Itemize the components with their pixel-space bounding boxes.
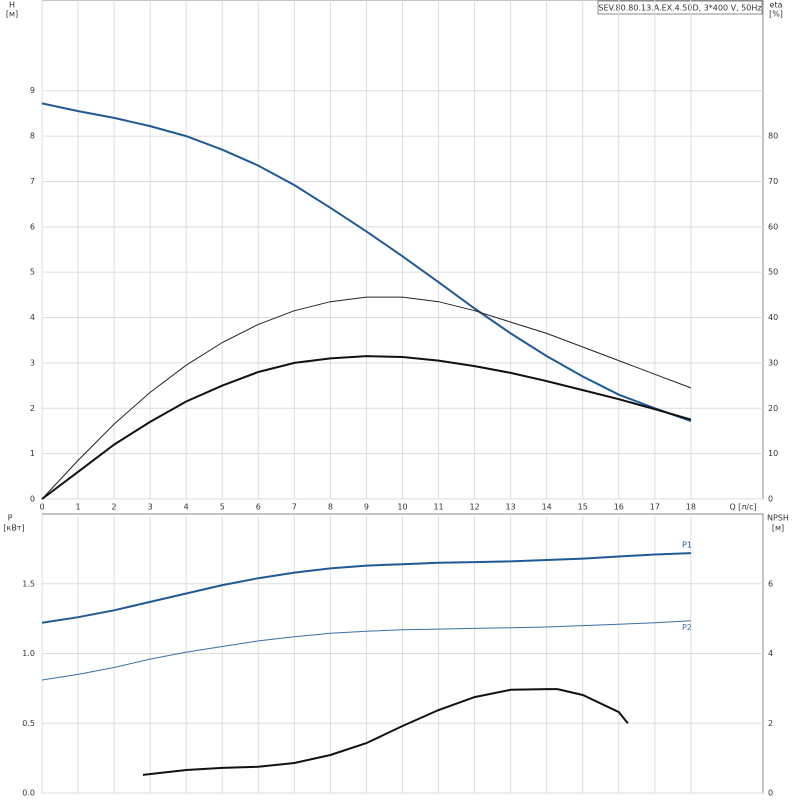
y2-unit: [м] bbox=[772, 524, 784, 533]
y-tick-label: 1.0 bbox=[22, 649, 35, 658]
curve bbox=[41, 355, 692, 500]
title-box bbox=[597, 0, 763, 15]
y2-tick-label: 0 bbox=[768, 495, 773, 504]
y-tick-label: 1.5 bbox=[22, 579, 35, 588]
y2-tick-label: 6 bbox=[768, 579, 773, 588]
x-tick-label: 8 bbox=[328, 503, 333, 512]
y-unit: [м] bbox=[6, 10, 18, 19]
y-tick-label: 0.0 bbox=[22, 789, 35, 798]
x-tick-label: 5 bbox=[220, 503, 225, 512]
x-tick-label: 12 bbox=[470, 503, 480, 512]
curve bbox=[142, 688, 629, 776]
y-tick-label: 9 bbox=[30, 86, 35, 95]
y-tick-label: 0.5 bbox=[22, 719, 35, 728]
curve bbox=[41, 620, 691, 681]
y-tick-label: 5 bbox=[30, 268, 35, 277]
x-tick-label: 3 bbox=[148, 503, 153, 512]
y2-tick-label: 4 bbox=[768, 649, 773, 658]
x-tick-label: 4 bbox=[184, 503, 189, 512]
x-tick-label: 9 bbox=[364, 503, 369, 512]
y2-tick-label: 20 bbox=[768, 404, 778, 413]
y-tick-label: 3 bbox=[30, 358, 35, 367]
y-tick-label: 1 bbox=[30, 449, 35, 458]
x-tick-label: 1 bbox=[76, 503, 81, 512]
x-tick-label: 15 bbox=[578, 503, 588, 512]
x-tick-label: 11 bbox=[433, 503, 443, 512]
y-tick-label: 0 bbox=[30, 495, 35, 504]
y2-tick-label: 80 bbox=[768, 132, 778, 141]
y2-tick-label: 70 bbox=[768, 177, 778, 186]
series-label: P1 bbox=[682, 541, 692, 550]
y2-tick-label: 50 bbox=[768, 268, 778, 277]
x-tick-label: 7 bbox=[292, 503, 297, 512]
x-tick-label: 0 bbox=[39, 503, 44, 512]
y2-label: NPSH bbox=[767, 514, 789, 523]
y2-tick-label: 2 bbox=[768, 719, 773, 728]
y2-tick-label: 0 bbox=[768, 789, 773, 798]
curve bbox=[41, 296, 692, 500]
y-tick-label: 4 bbox=[30, 313, 35, 322]
y-tick-label: 8 bbox=[30, 132, 35, 141]
y2-label: eta bbox=[770, 1, 783, 10]
y2-tick-label: 60 bbox=[768, 222, 778, 231]
y2-tick-label: 30 bbox=[768, 358, 778, 367]
x-tick-label: 16 bbox=[614, 503, 624, 512]
y-tick-label: 6 bbox=[30, 222, 35, 231]
x-tick-label: 13 bbox=[506, 503, 516, 512]
x-tick-label: 14 bbox=[542, 503, 552, 512]
chart-title: SEV.80.80.13.A.EX.4.50D, 3*400 V, 50Hz bbox=[598, 4, 761, 13]
y-tick-label: 7 bbox=[30, 177, 35, 186]
curve bbox=[41, 102, 692, 422]
y-tick-label: 2 bbox=[30, 404, 35, 413]
y2-unit: [%] bbox=[769, 10, 783, 19]
y-label: H bbox=[9, 1, 15, 10]
curve bbox=[41, 552, 691, 624]
y-unit: [кВт] bbox=[3, 524, 24, 533]
x-tick-label: 18 bbox=[686, 503, 696, 512]
x-tick-label: 6 bbox=[256, 503, 261, 512]
y2-tick-label: 40 bbox=[768, 313, 778, 322]
x-tick-label: 10 bbox=[397, 503, 407, 512]
series-label: P2 bbox=[682, 623, 692, 632]
x-tick-label: 17 bbox=[650, 503, 660, 512]
x-tick-label: 2 bbox=[112, 503, 117, 512]
y-label: P bbox=[8, 514, 13, 523]
x-label: Q [л/с] bbox=[729, 503, 756, 512]
y2-tick-label: 10 bbox=[768, 449, 778, 458]
